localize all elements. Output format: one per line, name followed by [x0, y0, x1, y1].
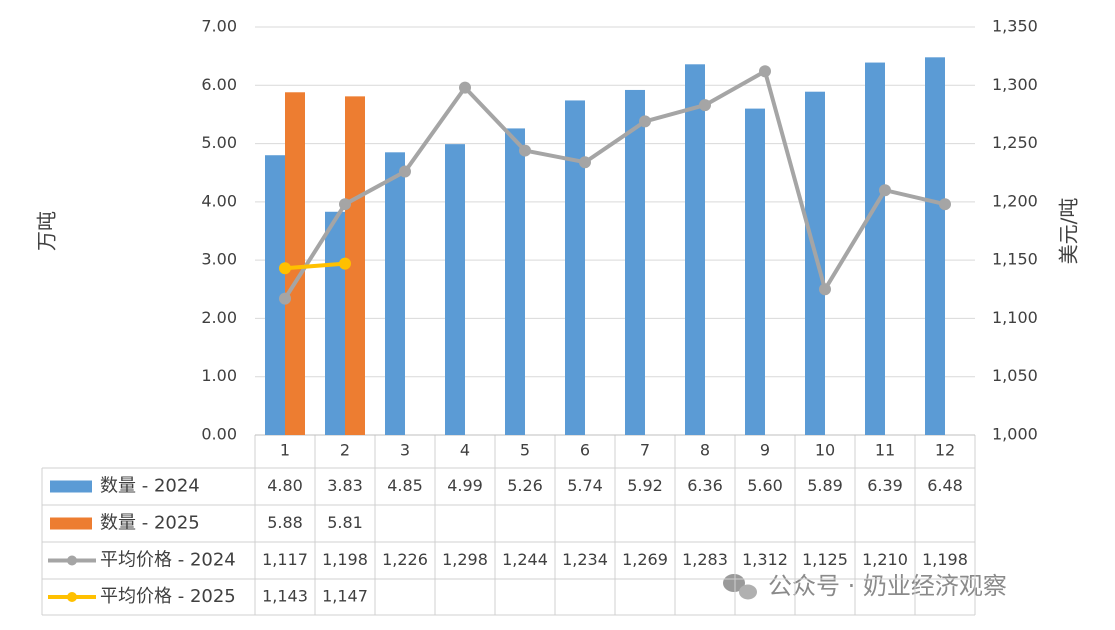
table-cell: 1,298 — [442, 550, 488, 569]
legend-label: 平均价格 - 2025 — [100, 586, 236, 607]
y-tick-label: 4.00 — [201, 191, 237, 210]
point — [759, 65, 771, 78]
point — [819, 283, 831, 296]
table-cell: 1,210 — [862, 550, 908, 569]
legend-label: 数量 - 2025 — [100, 513, 200, 534]
y2-axis-label: 美元/吨 — [1057, 198, 1081, 265]
bar — [385, 152, 405, 436]
table-cell: 4.99 — [447, 476, 483, 495]
point — [279, 292, 291, 305]
table-cell: 6.36 — [687, 476, 723, 495]
table-cell: 5.60 — [747, 476, 783, 495]
point — [339, 198, 351, 211]
bar — [285, 92, 305, 435]
table-cell: 1,143 — [262, 587, 308, 606]
y-tick-label: 0.00 — [201, 425, 237, 444]
legend-swatch — [67, 555, 77, 566]
table-cell: 1,125 — [802, 550, 848, 569]
table-cell: 4.85 — [387, 476, 423, 495]
table-cell: 1,312 — [742, 550, 788, 569]
legend-label: 数量 - 2024 — [100, 476, 200, 497]
legend-swatch — [50, 517, 92, 530]
point — [279, 262, 291, 275]
table-cell: 1,226 — [382, 550, 428, 569]
bar — [625, 89, 645, 435]
bar — [505, 128, 525, 435]
point — [879, 184, 891, 197]
table-cell: 5.74 — [567, 476, 603, 495]
point — [399, 165, 411, 178]
y-tick-label: 3.00 — [201, 250, 237, 269]
y2-tick-label: 1,350 — [992, 17, 1038, 36]
table-cell: 1,198 — [322, 550, 368, 569]
point — [339, 257, 351, 270]
y-tick-label: 7.00 — [201, 17, 237, 36]
line — [284, 261, 346, 271]
x-tick-label: 1 — [280, 441, 290, 460]
table-cell: 6.39 — [867, 476, 903, 495]
x-tick-label: 10 — [815, 441, 835, 460]
y2-tick-label: 1,000 — [992, 425, 1038, 444]
x-tick-label: 7 — [640, 441, 650, 460]
bar — [565, 100, 585, 435]
table-cell: 1,198 — [922, 550, 968, 569]
bar — [325, 211, 345, 435]
y2-tick-label: 1,300 — [992, 75, 1038, 94]
point — [459, 81, 471, 94]
table-cell: 5.89 — [807, 476, 843, 495]
watermark: 公众号 · 奶业经济观察 — [768, 572, 1007, 600]
y2-tick-label: 1,200 — [992, 191, 1038, 210]
bar — [445, 144, 465, 435]
bar — [925, 57, 945, 436]
bar — [265, 155, 285, 435]
legend-swatch — [67, 592, 77, 602]
legend-swatch — [50, 480, 92, 493]
y2-tick-label: 1,250 — [992, 133, 1038, 152]
point — [579, 156, 591, 169]
table-cell: 1,244 — [502, 550, 548, 569]
bar — [745, 108, 765, 435]
x-tick-label: 5 — [520, 441, 530, 460]
y-tick-label: 1.00 — [201, 366, 237, 385]
table-cell: 6.48 — [927, 476, 963, 495]
table-cell: 1,234 — [562, 550, 608, 569]
x-tick-label: 9 — [760, 441, 770, 460]
table-cell: 1,269 — [622, 550, 668, 569]
table-cell: 1,117 — [262, 550, 308, 569]
bar — [865, 62, 885, 435]
y-tick-label: 2.00 — [201, 308, 237, 327]
table-cell: 1,147 — [322, 587, 368, 606]
x-tick-label: 6 — [580, 441, 590, 460]
y2-tick-label: 1,100 — [992, 308, 1038, 327]
x-tick-label: 11 — [875, 441, 895, 460]
table-cell: 5.26 — [507, 476, 543, 495]
x-tick-label: 8 — [700, 441, 710, 460]
bar — [685, 64, 705, 435]
legend-label: 平均价格 - 2024 — [100, 550, 236, 571]
x-tick-label: 2 — [340, 441, 350, 460]
table-cell: 3.83 — [327, 476, 363, 495]
table-cell: 5.88 — [267, 513, 303, 532]
bar — [345, 96, 365, 436]
y2-tick-label: 1,050 — [992, 366, 1038, 385]
x-tick-label: 3 — [400, 441, 410, 460]
y2-tick-label: 1,150 — [992, 250, 1038, 269]
x-tick-label: 4 — [460, 441, 470, 460]
x-tick-label: 12 — [935, 441, 955, 460]
point — [639, 115, 651, 128]
line — [283, 69, 946, 300]
table-cell: 5.81 — [327, 513, 363, 532]
table-cell: 4.80 — [267, 476, 303, 495]
y-tick-label: 6.00 — [201, 75, 237, 94]
table-cell: 5.92 — [627, 476, 663, 495]
y-axis-label: 万吨 — [35, 211, 59, 251]
point — [939, 198, 951, 211]
point — [519, 144, 531, 157]
point — [699, 99, 711, 112]
y-tick-label: 5.00 — [201, 133, 237, 152]
table-cell: 1,283 — [682, 550, 728, 569]
bar — [805, 91, 825, 435]
